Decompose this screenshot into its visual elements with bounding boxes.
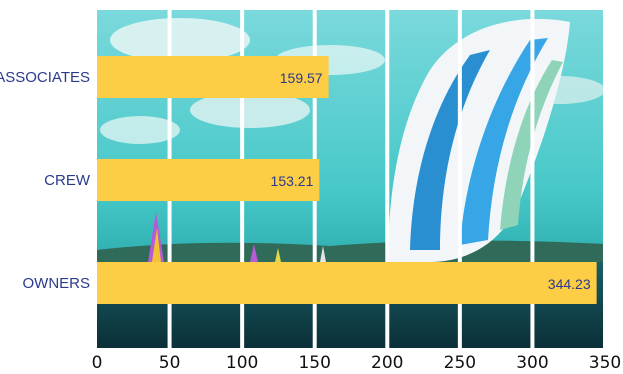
x-tick-label-150: 150 — [298, 353, 330, 373]
bar-associates — [97, 56, 329, 98]
category-labels: ASSOCIATES CREW OWNERS — [0, 69, 91, 292]
value-labels: 159.57 153.21 344.23 — [271, 70, 591, 292]
bars — [97, 56, 597, 304]
category-label-owners: OWNERS — [23, 275, 91, 292]
category-label-crew: CREW — [44, 172, 91, 189]
value-label-crew: 153.21 — [271, 173, 314, 189]
bar-crew — [97, 159, 320, 201]
category-label-associates: ASSOCIATES — [0, 69, 90, 86]
background-photo — [97, 10, 605, 348]
x-tick-label-250: 250 — [444, 353, 476, 373]
x-tick-label-100: 100 — [226, 353, 258, 373]
x-tick-label-0: 0 — [92, 353, 103, 373]
value-label-associates: 159.57 — [280, 70, 323, 86]
x-axis-ticks: 0 50 100 150 200 250 300 350 — [92, 353, 622, 373]
bar-owners — [97, 262, 597, 304]
value-label-owners: 344.23 — [548, 276, 591, 292]
x-tick-label-350: 350 — [589, 353, 621, 373]
x-tick-label-200: 200 — [371, 353, 403, 373]
x-tick-label-300: 300 — [516, 353, 548, 373]
x-tick-label-50: 50 — [159, 353, 181, 373]
